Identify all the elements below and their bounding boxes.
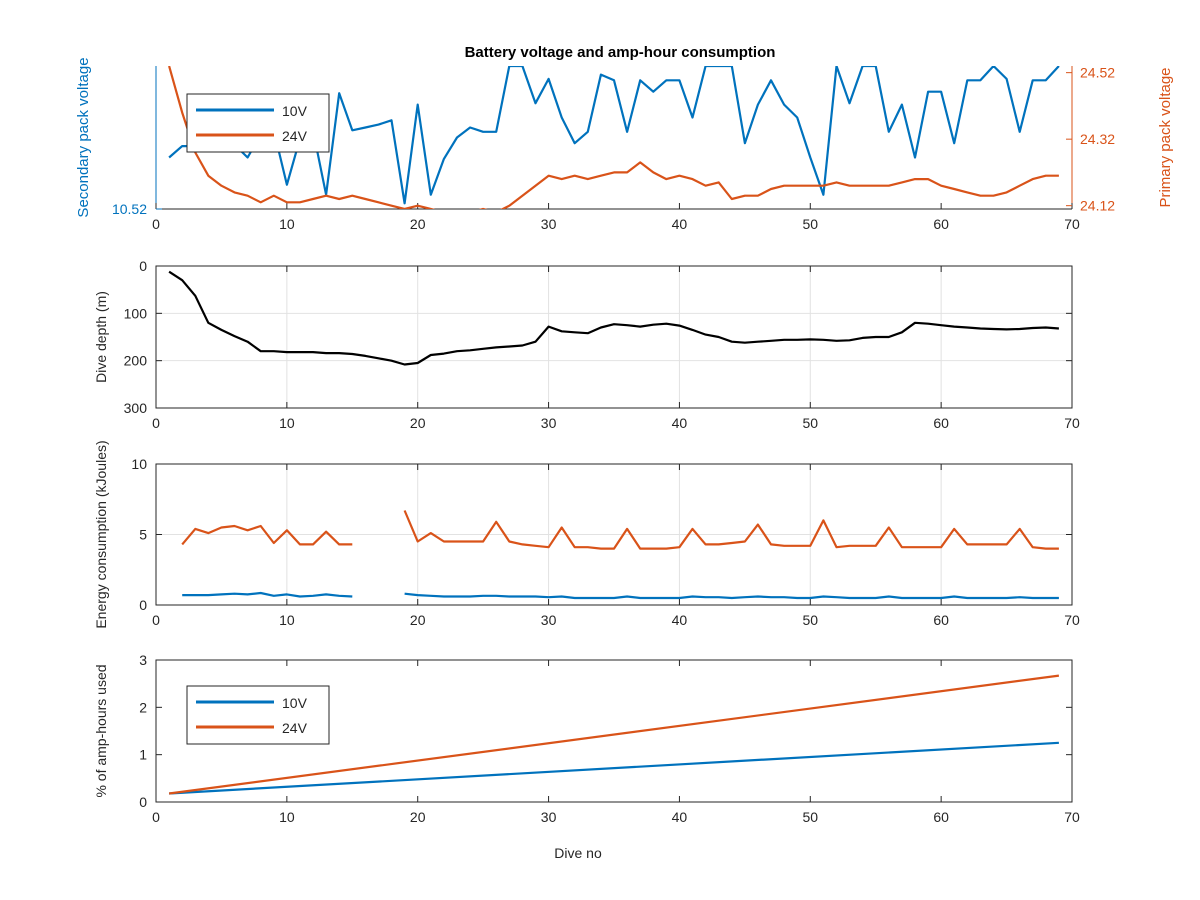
chart-2-xtick-label: 30 — [541, 415, 557, 431]
chart-4-xtick-label: 40 — [672, 809, 688, 825]
chart-1-ytick-right-label: 24.52 — [1080, 65, 1115, 81]
chart-4-xtick-label: 0 — [152, 809, 160, 825]
chart-2-ytick-label: 100 — [124, 305, 148, 321]
chart-4-ytick-label: 3 — [139, 652, 147, 668]
chart-2-xtick-label: 50 — [802, 415, 818, 431]
chart-2-xtick-label: 60 — [933, 415, 949, 431]
chart-2-ytick-label: 0 — [139, 258, 147, 274]
chart-2-xtick-label: 70 — [1064, 415, 1080, 431]
chart-4-series-24v-line — [168, 674, 1060, 795]
chart-1-ytick-right-label: 24.32 — [1080, 131, 1115, 147]
chart-3-xtick-label: 20 — [410, 612, 426, 628]
chart-2-xtick-label: 40 — [672, 415, 688, 431]
chart-3-xtick-label: 40 — [672, 612, 688, 628]
chart-4-series-10v-line — [169, 741, 1059, 795]
chart-4-legend-label-10v: 10V — [282, 695, 308, 711]
chart-1-xtick-label: 70 — [1064, 216, 1080, 232]
chart-4-xtick-label: 70 — [1064, 809, 1080, 825]
chart-3-xtick-label: 60 — [933, 612, 949, 628]
chart-1-xtick-label: 50 — [802, 216, 818, 232]
chart-1-legend-label-24v: 24V — [282, 128, 308, 144]
chart-1-ylabel: Secondary pack voltage — [75, 57, 92, 217]
chart-3-series-series-1-line — [181, 510, 1059, 550]
chart-3-ytick-label: 5 — [139, 527, 147, 543]
chart-4-legend — [186, 685, 330, 745]
figure-title: Battery voltage and amp-hour consumption — [465, 44, 776, 61]
chart-1-xtick-label: 30 — [541, 216, 557, 232]
chart-3-ytick-label: 0 — [139, 597, 147, 613]
chart-4-xtick-label: 20 — [410, 809, 426, 825]
chart-3-xtick-label: 30 — [541, 612, 557, 628]
chart-1-xtick-label: 10 — [279, 216, 295, 232]
chart-1-ytick-right-label: 24.12 — [1080, 198, 1115, 214]
chart-2-ylabel: Dive depth (m) — [93, 291, 109, 383]
chart-4-ytick-label: 1 — [139, 747, 147, 763]
chart-1-legend — [186, 93, 330, 153]
chart-4-ytick-label: 0 — [139, 794, 147, 810]
chart-2-ytick-label: 300 — [124, 400, 148, 416]
chart-4-xlabel: Dive no — [554, 845, 602, 861]
chart-1-ylabel-right: Primary pack voltage — [1157, 67, 1174, 207]
chart-1-xtick-label: 40 — [672, 216, 688, 232]
chart-4-xtick-label: 60 — [933, 809, 949, 825]
chart-2-ytick-label: 200 — [124, 353, 148, 369]
chart-1-xtick-label: 20 — [410, 216, 426, 232]
chart-4-ylabel: % of amp-hours used — [93, 664, 109, 797]
chart-1-ytick-label: 10.52 — [112, 201, 147, 217]
chart-4-xtick-label: 30 — [541, 809, 557, 825]
chart-1-xtick-label: 60 — [933, 216, 949, 232]
chart-4-xtick-label: 10 — [279, 809, 295, 825]
chart-4-axes-box — [155, 659, 1073, 803]
chart-3-xtick-label: 10 — [279, 612, 295, 628]
chart-3-ylabel: Energy consumption (kJoules) — [93, 440, 109, 628]
chart-3-ytick-label: 10 — [131, 456, 147, 472]
chart-4-legend-label-24v: 24V — [282, 720, 308, 736]
chart-3-xtick-label: 0 — [152, 612, 160, 628]
chart-4-xtick-label: 50 — [802, 809, 818, 825]
chart-4-ytick-label: 2 — [139, 699, 147, 715]
chart-2-xtick-label: 0 — [152, 415, 160, 431]
chart-2-axes-box — [155, 265, 1073, 409]
chart-1-xtick-label: 0 — [152, 216, 160, 232]
chart-2-series-series-1-line — [168, 270, 1059, 366]
chart-3-xtick-label: 70 — [1064, 612, 1080, 628]
chart-3-xtick-label: 50 — [802, 612, 818, 628]
chart-2-xtick-label: 10 — [279, 415, 295, 431]
chart-3-series-series-2-line — [182, 591, 1059, 600]
chart-1-series-24v-line — [168, 66, 1059, 209]
chart-2-xtick-label: 20 — [410, 415, 426, 431]
chart-1-legend-label-10v: 10V — [282, 103, 308, 119]
